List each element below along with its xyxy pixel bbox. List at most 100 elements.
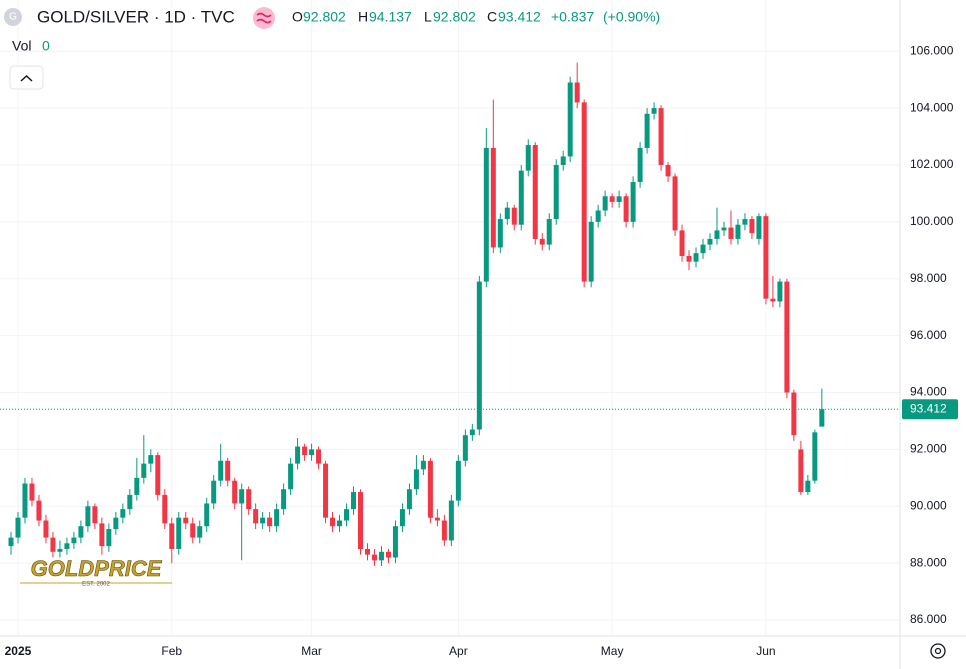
candle-body [351, 492, 357, 510]
compare-glyph [256, 12, 272, 24]
candle-body [672, 176, 678, 231]
candle-body [71, 537, 77, 544]
y-tick-label: 92.000 [910, 442, 947, 456]
candle-body [427, 460, 433, 518]
candle-body [295, 446, 301, 464]
candle-body [8, 537, 14, 547]
x-tick-label: May [601, 644, 624, 658]
candle-body [798, 449, 804, 493]
y-tick-label: 88.000 [910, 555, 947, 569]
candle-body [644, 113, 650, 148]
candle-body [560, 156, 566, 165]
candle-body [162, 494, 168, 524]
candle-body [581, 102, 587, 282]
symbol-icon [4, 8, 22, 26]
candle-body [316, 449, 322, 464]
candle-body [176, 517, 182, 549]
candle-body [15, 517, 21, 538]
candle-body [728, 227, 734, 239]
candle-body [434, 517, 440, 521]
candle-body [371, 554, 377, 561]
candle-body [288, 463, 294, 490]
candle-body [455, 460, 461, 501]
candle-body [504, 207, 510, 220]
candle-body [525, 145, 531, 171]
candle-body [385, 551, 391, 558]
candle-body [532, 145, 538, 239]
candle-body [812, 432, 818, 481]
candle-body [616, 196, 622, 202]
candle-body [337, 520, 343, 527]
candle-body [413, 469, 419, 490]
candle-body [204, 503, 210, 527]
close-value: 93.412 [498, 9, 541, 25]
open-value: 92.802 [303, 9, 346, 25]
candle-body [246, 489, 252, 510]
candle-body [378, 551, 384, 561]
y-tick-label: 90.000 [910, 498, 947, 512]
watermark-subtitle: EST. 2002 [82, 582, 110, 588]
candle-body [518, 170, 524, 225]
candle-body [553, 164, 559, 220]
candle-body [651, 108, 657, 114]
candle-body [57, 548, 63, 552]
x-tick-label: Feb [161, 644, 182, 658]
candle-body [609, 196, 615, 202]
candle-body [476, 281, 482, 430]
compare-icon[interactable] [253, 7, 275, 29]
candle-body [483, 147, 489, 282]
candle-body [749, 219, 755, 234]
candle-body [756, 216, 762, 239]
y-tick-label: 106.000 [910, 43, 954, 57]
candle-body [777, 281, 783, 302]
last-price-label: 93.412 [910, 401, 947, 415]
candle-body [302, 446, 308, 456]
candle-body [735, 224, 741, 239]
candle-body [469, 429, 475, 436]
x-tick-label: Jun [756, 644, 775, 658]
y-tick-label: 94.000 [910, 385, 947, 399]
candle-body [406, 489, 412, 510]
candle-body [546, 219, 552, 245]
candle-body [99, 523, 105, 547]
candle-body [330, 517, 336, 527]
candle-body [497, 219, 503, 248]
candle-body [770, 298, 776, 302]
candle-body [658, 108, 664, 165]
candle-body [225, 460, 231, 481]
candle-body [155, 455, 161, 495]
candle-body [511, 207, 517, 225]
settings-glyph [934, 647, 942, 655]
y-tick-label: 98.000 [910, 271, 947, 285]
y-tick-label: 86.000 [910, 612, 947, 626]
candle-body [399, 509, 405, 527]
vol-label: Vol [12, 38, 31, 54]
candle-body [358, 492, 363, 549]
candle-body [637, 147, 643, 183]
candle-body [595, 210, 601, 222]
candle-body [819, 409, 825, 427]
candle-body [344, 509, 350, 521]
candle-body [211, 480, 217, 504]
candle-body [623, 196, 629, 222]
candle-body [43, 520, 49, 538]
low-value: 92.802 [433, 9, 476, 25]
candle-body [85, 506, 91, 527]
x-tick-label: Mar [301, 644, 322, 658]
candle-body [78, 526, 84, 538]
candle-body [686, 255, 692, 262]
candle-body [190, 523, 196, 538]
candle-body [106, 529, 112, 547]
settings-button[interactable] [930, 643, 946, 659]
vol-value: 0 [42, 38, 50, 54]
candle-body [448, 500, 454, 541]
high-value: 94.137 [369, 9, 412, 25]
symbol-title[interactable]: GOLD/SILVER · 1D · TVC [37, 7, 235, 26]
candle-body [267, 517, 273, 527]
candle-body [169, 523, 175, 549]
watermark-title: GOLDPRICE [31, 556, 163, 581]
x-tick-label: 2025 [5, 644, 32, 658]
y-tick-label: 104.000 [910, 100, 954, 114]
collapse-button[interactable] [9, 65, 44, 90]
